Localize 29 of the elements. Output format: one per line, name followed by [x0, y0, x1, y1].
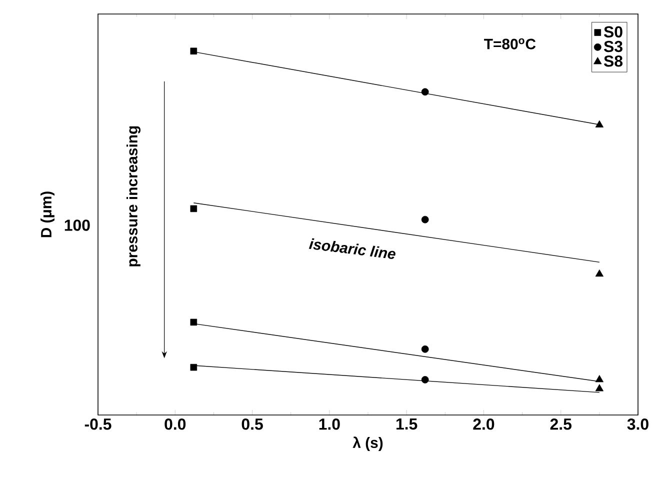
annotation: pressure increasing	[126, 126, 140, 266]
point	[595, 120, 604, 128]
point	[190, 48, 198, 54]
x-tick-label: 1.0	[319, 418, 340, 430]
point	[421, 345, 429, 353]
point	[190, 205, 198, 212]
point	[190, 364, 198, 371]
x-tick-label: 3.0	[627, 418, 648, 430]
point	[421, 376, 429, 384]
text: 100	[64, 220, 90, 231]
legend-label: S3	[604, 40, 622, 52]
y-axis-title: D (μm)	[40, 192, 54, 238]
point	[595, 269, 604, 277]
point	[421, 88, 429, 96]
point	[190, 318, 198, 326]
point	[595, 384, 604, 392]
legend-label: S0	[604, 26, 622, 38]
x-tick-label: 1.5	[396, 418, 418, 430]
x-tick-label: 0.5	[242, 418, 263, 430]
x-tick-label: 2.0	[473, 418, 494, 430]
legend-label: S8	[604, 55, 623, 67]
point	[421, 216, 429, 224]
x-axis-title: λ (s)	[352, 436, 383, 451]
x-tick-label: 2.5	[550, 418, 572, 430]
annotation: isobaric line	[308, 238, 396, 259]
x-tick-label: 0.0	[164, 418, 186, 430]
point	[595, 375, 604, 382]
x-tick-label: -0.5	[84, 418, 112, 430]
text: T=80$^{o}$C	[484, 38, 536, 50]
